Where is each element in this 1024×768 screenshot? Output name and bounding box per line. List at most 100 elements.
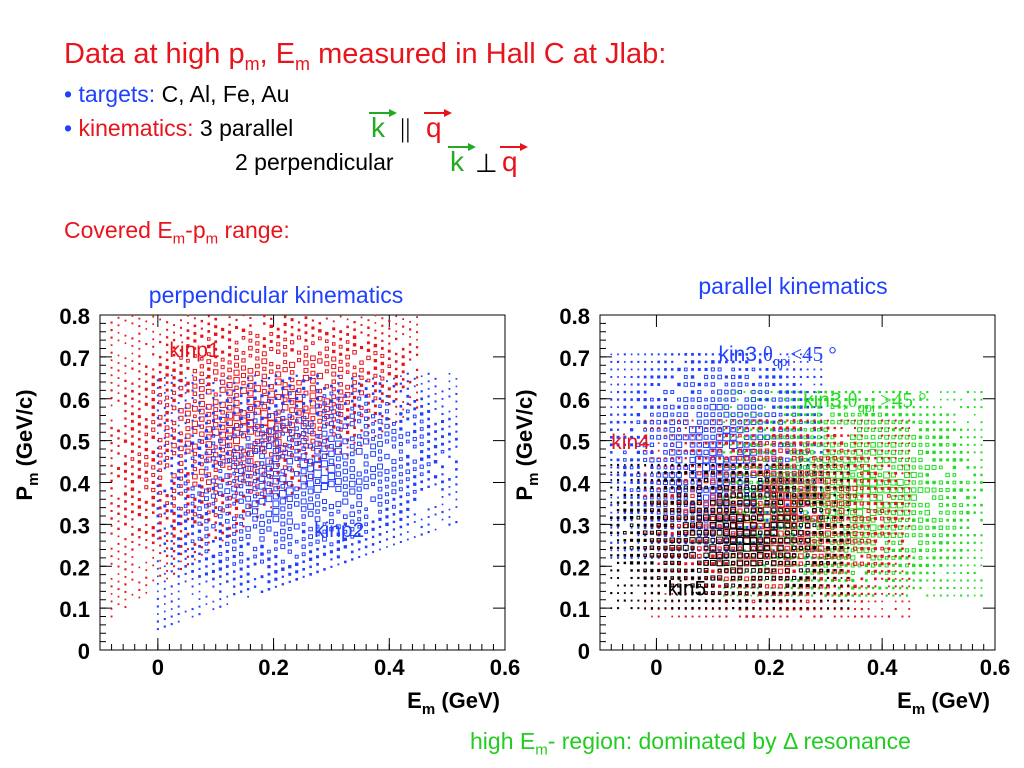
data-box <box>219 401 226 408</box>
data-box <box>283 473 287 477</box>
data-box <box>751 456 756 461</box>
data-box <box>177 394 180 397</box>
data-box <box>711 562 715 566</box>
data-box <box>623 405 627 409</box>
data-box <box>180 560 182 563</box>
data-box <box>873 516 877 521</box>
data-box <box>617 406 619 409</box>
data-box <box>637 383 640 386</box>
data-box <box>897 509 904 516</box>
data-box <box>980 549 983 552</box>
data-box <box>434 437 437 441</box>
data-box <box>859 538 865 544</box>
data-box <box>364 401 369 406</box>
data-box <box>377 418 383 424</box>
data-box <box>671 353 674 356</box>
data-box <box>170 532 173 535</box>
data-box <box>765 441 769 446</box>
data-box <box>953 579 956 582</box>
data-box <box>415 398 419 402</box>
data-box <box>663 375 667 379</box>
data-box <box>610 534 613 537</box>
data-box <box>887 486 891 490</box>
data-box <box>434 528 437 531</box>
data-box <box>357 389 361 393</box>
data-box <box>779 353 782 356</box>
data-box <box>946 451 949 454</box>
data-box <box>771 397 776 402</box>
data-box <box>448 410 451 413</box>
data-box <box>184 580 187 583</box>
data-box <box>402 401 405 403</box>
data-box <box>750 470 757 477</box>
data-box <box>434 377 437 380</box>
data-box <box>225 443 230 449</box>
data-box <box>205 565 208 568</box>
data-box <box>850 420 855 425</box>
data-box <box>806 353 809 356</box>
data-box <box>241 509 246 513</box>
data-box <box>839 456 844 461</box>
data-box <box>191 554 194 558</box>
data-box <box>163 421 166 425</box>
data-box <box>455 400 458 403</box>
data-box <box>758 426 762 430</box>
data-box <box>371 384 375 388</box>
data-box <box>810 450 815 455</box>
data-box <box>804 413 807 416</box>
data-box <box>282 397 288 403</box>
data-box <box>217 461 223 466</box>
data-box <box>241 463 246 468</box>
data-box <box>280 468 286 474</box>
data-box <box>349 511 356 517</box>
data-box <box>165 381 169 384</box>
data-box <box>859 516 865 521</box>
data-box <box>314 455 321 463</box>
data-box <box>724 389 729 395</box>
data-box <box>427 417 430 421</box>
y-tick-label: 0.4 <box>59 472 90 497</box>
data-box <box>872 390 875 394</box>
data-box <box>152 323 155 326</box>
data-box <box>731 546 736 551</box>
data-box <box>859 478 864 483</box>
data-box <box>413 536 416 538</box>
data-box <box>623 398 627 401</box>
data-box <box>696 397 702 403</box>
data-box <box>158 475 163 480</box>
data-box <box>358 555 361 558</box>
data-box <box>164 425 170 431</box>
targets-value: C, Al, Fe, Au <box>161 81 290 107</box>
data-box <box>246 565 250 568</box>
data-box <box>770 515 778 522</box>
data-box <box>131 563 134 566</box>
data-box <box>810 398 814 402</box>
data-box <box>342 468 349 475</box>
data-box <box>871 586 875 590</box>
data-box <box>345 340 350 344</box>
data-box <box>336 389 340 393</box>
data-box <box>170 524 174 528</box>
data-box <box>973 481 976 484</box>
data-box <box>887 516 891 521</box>
data-box <box>245 458 251 464</box>
data-box <box>772 615 775 618</box>
data-box <box>698 434 701 437</box>
data-box <box>272 500 280 508</box>
data-box <box>219 401 222 405</box>
data-box <box>737 508 743 514</box>
data-box <box>960 572 963 574</box>
data-box <box>844 390 848 394</box>
data-box <box>356 441 362 447</box>
data-box <box>343 537 348 541</box>
data-box <box>938 495 944 500</box>
data-box <box>343 514 348 519</box>
vector-arrow-icon <box>500 143 528 151</box>
data-box <box>228 323 231 326</box>
data-box <box>221 327 225 332</box>
data-box <box>838 508 845 514</box>
data-box <box>797 515 805 522</box>
data-box <box>232 546 237 552</box>
data-box <box>736 413 739 416</box>
data-box <box>778 405 783 409</box>
